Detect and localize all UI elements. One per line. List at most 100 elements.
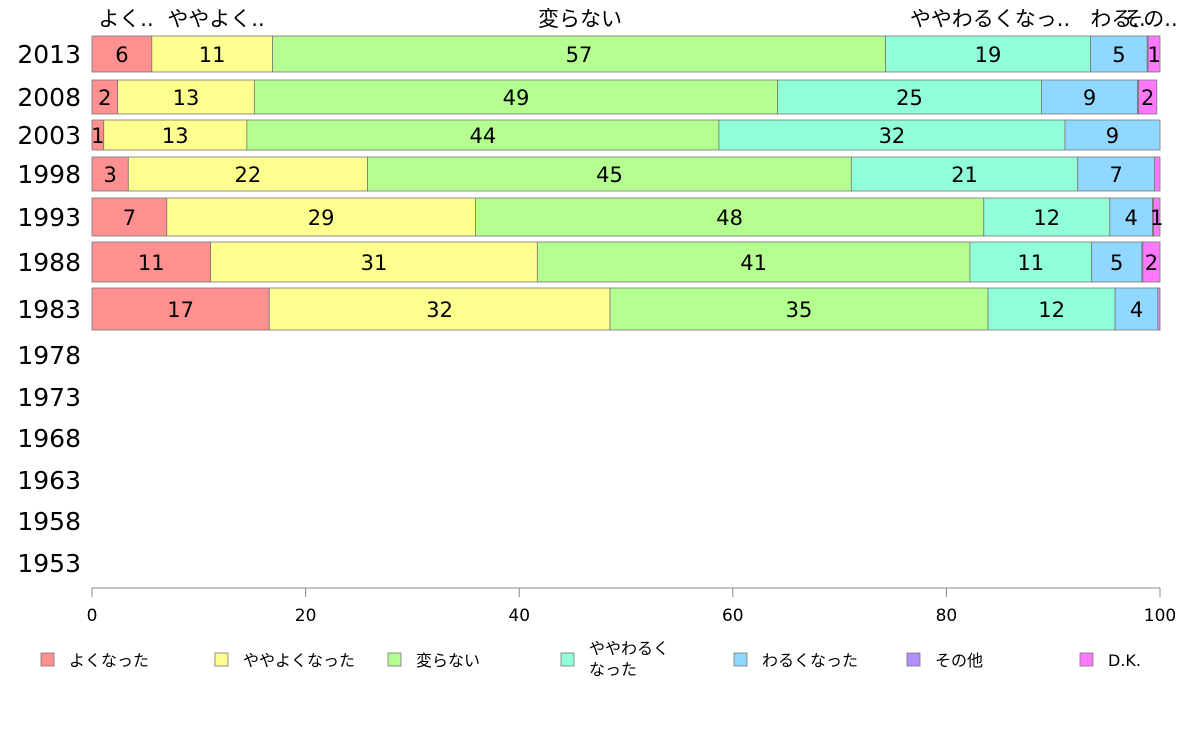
category-label: 2003 <box>17 121 81 150</box>
category-label: 1953 <box>17 549 81 578</box>
segment-header-label: ややわるくなっ.. <box>910 7 1070 31</box>
category-label: 1963 <box>17 466 81 495</box>
data-label: 32 <box>426 298 453 322</box>
bar-segment <box>246 119 720 151</box>
data-label: 35 <box>786 298 813 322</box>
bar-segment <box>91 35 153 73</box>
category-label: 2008 <box>17 83 81 112</box>
category-label: 1958 <box>17 507 81 536</box>
legend-swatch <box>560 652 575 667</box>
data-label: 1 <box>91 124 104 148</box>
category-label: 1968 <box>17 424 81 453</box>
legend-label: その他 <box>935 651 983 670</box>
bar-segment <box>117 79 255 115</box>
bar-segment <box>253 79 779 115</box>
bar-segment <box>272 35 886 73</box>
legend-swatch <box>214 652 229 667</box>
legend-label: ややよくなった <box>243 651 355 670</box>
data-label: 48 <box>716 206 743 230</box>
legend-swatch <box>40 652 55 667</box>
bar-segment <box>1109 197 1153 237</box>
bar-segment <box>91 241 211 283</box>
data-label: 19 <box>975 43 1002 67</box>
data-label: 4 <box>1130 298 1143 322</box>
data-label: 4 <box>1124 206 1137 230</box>
legend-swatch <box>1079 652 1094 667</box>
category-label: 1998 <box>17 160 81 189</box>
data-label: 41 <box>740 251 767 275</box>
bar-segment <box>850 156 1079 192</box>
x-tick-label: 40 <box>508 606 530 626</box>
segment-header-label: 変らない <box>538 7 622 31</box>
bar-segment <box>210 241 538 283</box>
data-label: 11 <box>199 43 226 67</box>
bar-segment <box>127 156 368 192</box>
category-label: 1978 <box>17 341 81 370</box>
legend-swatch <box>387 652 402 667</box>
category-label: 1988 <box>17 248 81 277</box>
data-label: 2 <box>98 86 111 110</box>
data-label: 12 <box>1033 206 1060 230</box>
x-tick-label: 60 <box>722 606 744 626</box>
data-label: 7 <box>1110 163 1123 187</box>
data-label: 11 <box>1017 251 1044 275</box>
category-label: 1973 <box>17 383 81 412</box>
bar-segment <box>1077 156 1156 192</box>
x-tick-label: 0 <box>87 606 98 626</box>
legend-label: わるくなった <box>762 651 858 670</box>
bar-segment <box>983 197 1111 237</box>
segment-header-label: よく.. <box>98 7 153 31</box>
data-label: 9 <box>1106 124 1119 148</box>
bar-segment <box>166 197 476 237</box>
data-label: 49 <box>503 86 530 110</box>
bar-segment <box>91 79 119 115</box>
bar-segment <box>1153 197 1161 237</box>
data-label: 5 <box>1112 43 1125 67</box>
data-label: 12 <box>1038 298 1065 322</box>
data-label: 3 <box>103 163 116 187</box>
bar-segment <box>609 287 989 331</box>
data-label: 1 <box>1150 206 1163 230</box>
legend-label: よくなった <box>69 651 149 670</box>
category-label: 2013 <box>17 40 81 69</box>
bar-segment <box>885 35 1091 73</box>
bar-segment <box>91 287 270 331</box>
bar-segment <box>367 156 852 192</box>
bar-segment <box>1138 79 1158 115</box>
data-label: 57 <box>566 43 593 67</box>
legend-label: ややわるくなった <box>589 639 669 679</box>
bar-segment <box>987 287 1116 331</box>
segment-header-label: その.. <box>1122 7 1177 31</box>
bar-segment <box>969 241 1093 283</box>
x-tick-label: 80 <box>936 606 958 626</box>
bar-segment <box>1154 156 1161 192</box>
data-label: 11 <box>138 251 165 275</box>
data-label: 9 <box>1083 86 1096 110</box>
bar-segment <box>1142 241 1161 283</box>
data-label: 22 <box>235 163 262 187</box>
bar-segment <box>91 156 129 192</box>
legend-swatch <box>906 652 921 667</box>
legend-label: 変らない <box>416 651 480 670</box>
data-label: 44 <box>470 124 497 148</box>
bar-segment <box>1064 119 1161 151</box>
data-label: 31 <box>361 251 388 275</box>
data-label: 7 <box>123 206 136 230</box>
bar-segment <box>151 35 273 73</box>
data-label: 2 <box>1145 251 1158 275</box>
legend-swatch <box>733 652 748 667</box>
legend-label: D.K. <box>1108 651 1141 670</box>
segment-header-label: わる.. <box>1090 7 1145 31</box>
data-label: 13 <box>162 124 189 148</box>
data-label: 17 <box>167 298 194 322</box>
data-label: 32 <box>879 124 906 148</box>
data-label: 21 <box>951 163 978 187</box>
data-label: 13 <box>173 86 200 110</box>
x-tick-label: 20 <box>295 606 317 626</box>
segment-header-label: ややよく.. <box>167 7 264 31</box>
data-label: 6 <box>115 43 128 67</box>
bar-segment <box>268 287 611 331</box>
bar-segment <box>1090 35 1148 73</box>
data-label: 1 <box>1147 43 1160 67</box>
